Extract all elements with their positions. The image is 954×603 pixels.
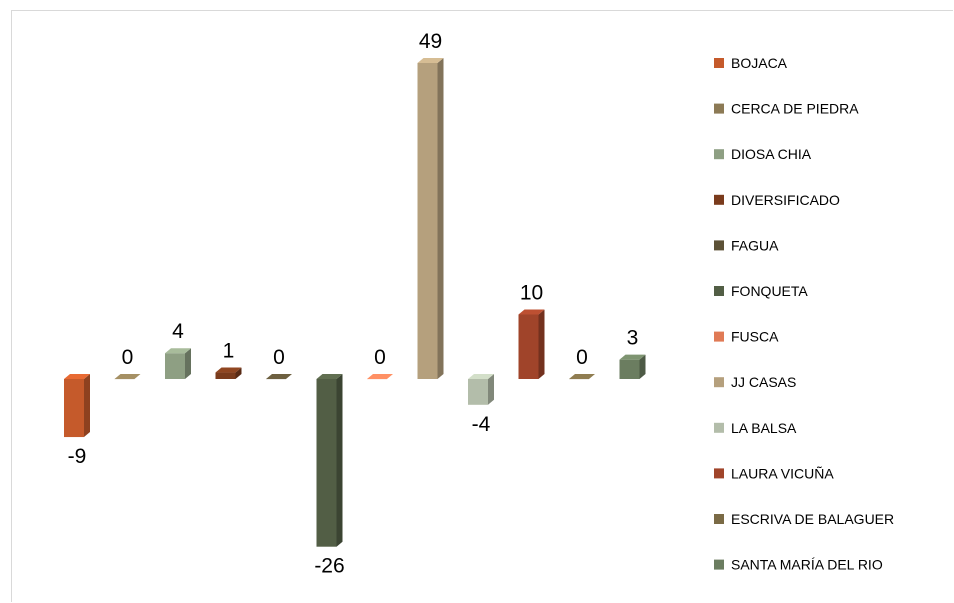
legend-item: FONQUETA: [714, 283, 808, 299]
bar-side: [538, 309, 545, 379]
data-label: 4: [172, 320, 184, 343]
bar-la-balsa: [468, 374, 494, 405]
bar-top: [114, 374, 141, 379]
data-label: 0: [122, 346, 134, 369]
data-label: 49: [419, 30, 442, 53]
bar-side: [84, 374, 90, 438]
legend-swatch: [714, 103, 724, 114]
bar-escriva-de-balaguer: [569, 374, 595, 380]
legend-item: ESCRIVA DE BALAGUER: [714, 511, 894, 527]
legend-swatch: [714, 286, 724, 296]
legend-label: JJ CASAS: [731, 374, 796, 390]
bar-front: [619, 359, 640, 379]
bar-fusca: [367, 374, 393, 380]
bar-side: [235, 367, 242, 379]
legend-item: DIOSA CHIA: [714, 146, 812, 162]
data-label: 1: [223, 340, 235, 363]
bar-front: [165, 353, 185, 379]
bar-front: [518, 314, 539, 379]
legend-swatch: [714, 194, 724, 205]
bar-front: [316, 379, 337, 547]
bar-laura-vicu-a: [518, 309, 545, 379]
bar-top: [468, 374, 494, 379]
data-label: 0: [576, 346, 588, 369]
bar-top: [417, 57, 444, 63]
legend-label: DIOSA CHIA: [731, 146, 812, 162]
data-label: -4: [472, 413, 491, 436]
legend-item: CERCA DE PIEDRA: [714, 101, 859, 117]
bar-front: [215, 372, 236, 379]
bar-front: [468, 379, 488, 405]
bar-top: [316, 374, 343, 379]
legend-item: BOJACA: [714, 55, 788, 71]
bar-side: [639, 354, 646, 379]
legend-label: LA BALSA: [731, 420, 797, 436]
chart-frame: [11, 10, 953, 602]
legend-label: CERCA DE PIEDRA: [731, 101, 859, 117]
bar-top: [215, 367, 242, 373]
bar-jj-casas: [417, 57, 444, 379]
legend-label: BOJACA: [731, 55, 788, 71]
bar-bojaca: [64, 374, 90, 438]
legend-item: DIVERSIFICADO: [714, 192, 840, 208]
legend-label: FONQUETA: [731, 283, 808, 299]
bar-top: [266, 374, 292, 379]
legend-item: LA BALSA: [714, 420, 797, 436]
bar-fagua: [266, 374, 292, 380]
data-label: 10: [520, 282, 543, 305]
legend-item: FUSCA: [714, 329, 779, 345]
bar-side: [437, 57, 444, 379]
bar-top: [64, 374, 90, 379]
bar-front: [417, 62, 438, 379]
legend-item: JJ CASAS: [714, 374, 796, 390]
bar-top: [619, 354, 646, 360]
bar-side: [336, 374, 343, 547]
legend-swatch: [714, 331, 724, 342]
bar-cerca-de-piedra: [114, 374, 141, 380]
legend-label: SANTA MARÍA DEL RIO: [731, 557, 883, 573]
data-label: 0: [374, 346, 386, 369]
legend-item: SANTA MARÍA DEL RIO: [714, 557, 883, 573]
data-label: -26: [314, 555, 344, 578]
legend-swatch: [714, 514, 724, 524]
bar-diosa-chia: [165, 348, 191, 379]
legend: BOJACA CERCA DE PIEDRA DIOSA CHIA DIVERSIFI…: [714, 55, 894, 573]
bar-top: [165, 348, 191, 354]
data-label: 0: [273, 346, 285, 369]
bar-top: [569, 374, 595, 379]
legend-label: FAGUA: [731, 237, 779, 253]
legend-label: DIVERSIFICADO: [731, 192, 840, 208]
bar-top: [518, 309, 545, 315]
bar-santa-mar-a-del-rio: [619, 354, 646, 379]
bar-front: [64, 379, 84, 438]
legend-label: LAURA VICUÑA: [731, 465, 834, 481]
bars-layer: [64, 57, 646, 547]
legend-label: FUSCA: [731, 329, 779, 345]
bar-fonqueta: [316, 374, 343, 547]
bar-side: [488, 374, 494, 405]
legend-swatch: [714, 377, 724, 388]
bar-top: [367, 374, 393, 379]
bar-diversificado: [215, 367, 242, 379]
legend-swatch: [714, 240, 724, 251]
data-label: 3: [627, 327, 639, 350]
legend-swatch: [714, 468, 724, 479]
bar-side: [185, 348, 191, 379]
legend-item: FAGUA: [714, 237, 779, 253]
legend-swatch: [714, 149, 724, 160]
legend-swatch: [714, 58, 724, 68]
legend-item: LAURA VICUÑA: [714, 465, 834, 481]
legend-label: ESCRIVA DE BALAGUER: [731, 511, 894, 527]
legend-swatch: [714, 559, 724, 570]
legend-swatch: [714, 422, 724, 433]
data-label: -9: [68, 445, 87, 468]
